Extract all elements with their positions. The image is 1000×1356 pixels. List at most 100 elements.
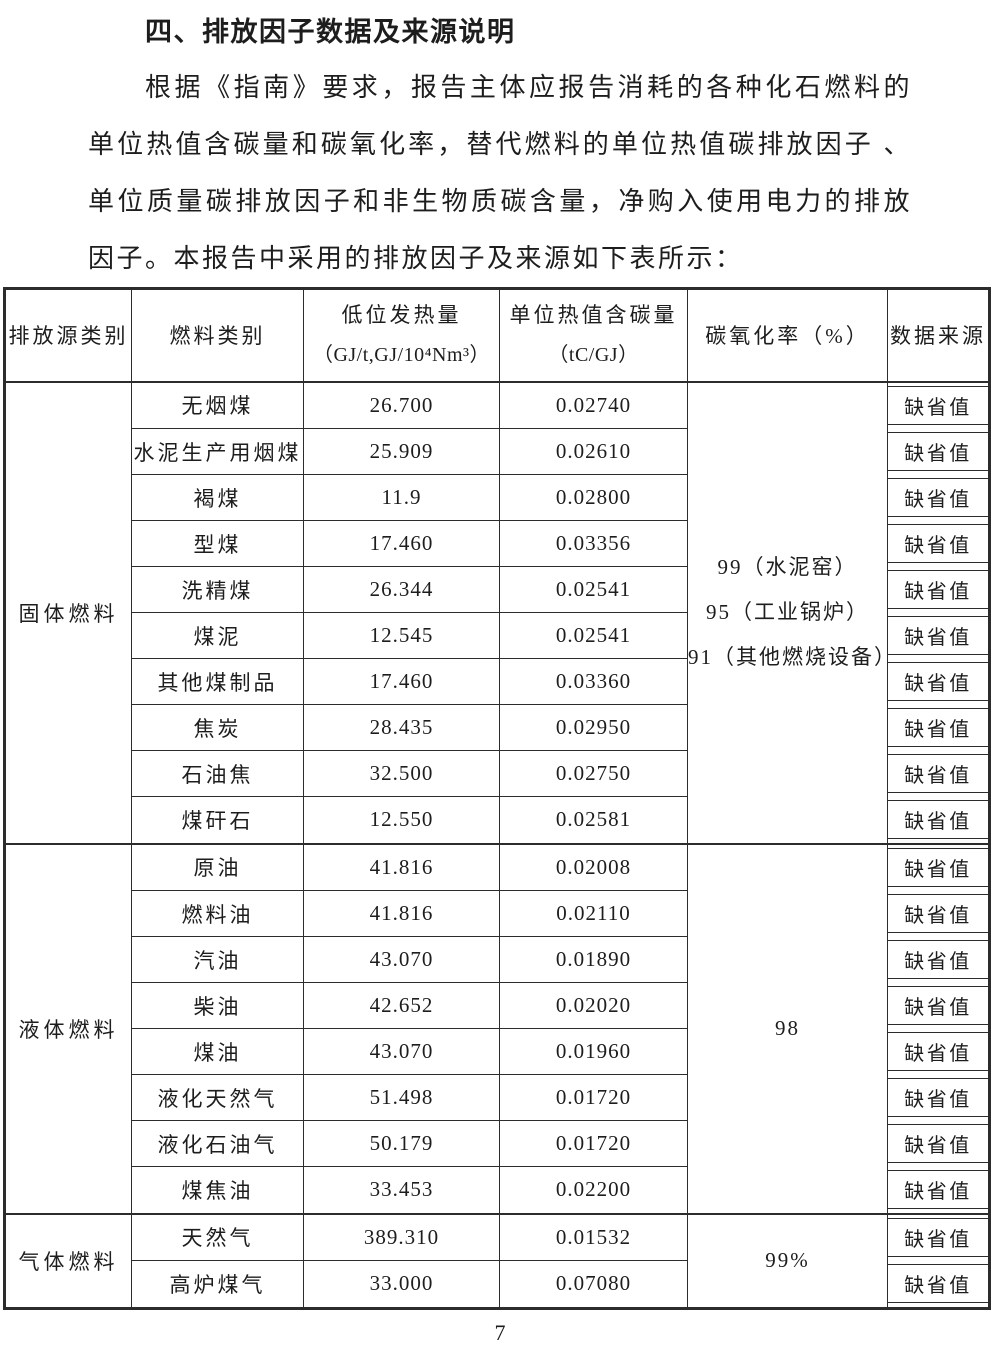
carbon-content-cell: 0.02020 [499,982,688,1029]
carbon-content-cell: 0.02541 [499,566,688,613]
fuel-cell: 柴油 [131,982,304,1029]
table-row: 煤油 43.070 0.01960 缺省值 [5,1028,990,1075]
data-source-cell: 缺省值 [887,381,990,429]
data-source-box: 缺省值 [888,478,988,517]
fuel-cell: 高炉煤气 [131,1260,304,1309]
fuel-cell: 其他煤制品 [131,658,304,705]
carbon-content-cell: 0.02541 [499,612,688,659]
heating-value-cell: 50.179 [303,1120,500,1167]
data-source-box: 缺省值 [888,940,988,979]
heating-value-cell: 25.909 [303,428,500,475]
table-header-row: 排放源类别 燃料类别 低位发热量 （GJ/t,GJ/10⁴Nm³） 单位热值含碳… [4,288,990,383]
data-source-cell: 缺省值 [887,982,990,1029]
carbon-content-cell: 0.02610 [499,428,688,475]
carbon-content-cell: 0.01890 [499,936,688,983]
fuel-cell: 煤矸石 [131,796,304,845]
header-heating-value: 低位发热量 （GJ/t,GJ/10⁴Nm³） [303,288,500,383]
carbon-content-cell: 0.02750 [499,750,688,797]
heating-value-cell: 51.498 [303,1074,500,1121]
table-row: 石油焦 32.500 0.02750 缺省值 [5,750,990,797]
data-source-cell: 缺省值 [887,1028,990,1075]
data-source-cell: 缺省值 [887,936,990,983]
fuel-cell: 原油 [131,843,304,891]
heating-value-cell: 33.453 [303,1166,500,1215]
page-title: 四、排放因子数据及来源说明 [145,17,516,47]
table-row: 煤泥 12.545 0.02541 缺省值 [5,612,990,659]
carbon-content-cell: 0.02950 [499,704,688,751]
data-source-box: 缺省值 [888,524,988,563]
fuel-cell: 汽油 [131,936,304,983]
heating-value-cell: 41.816 [303,890,500,937]
page-number: 7 [494,1319,506,1345]
fuel-cell: 燃料油 [131,890,304,937]
header-source-category: 排放源类别 [4,288,132,383]
paragraph-line: 根据《指南》要求，报告主体应报告消耗的各种化石燃料的 [145,73,912,102]
header-carbon-content-line2: （tC/GJ） [548,344,639,367]
data-source-cell: 缺省值 [887,1120,990,1167]
fuel-cell: 煤焦油 [131,1166,304,1215]
data-source-cell: 缺省值 [887,1213,990,1261]
fuel-cell: 水泥生产用烟煤 [131,428,304,475]
table-row: 柴油 42.652 0.02020 缺省值 [5,982,990,1029]
paragraph-line: 因子。本报告中采用的排放因子及来源如下表所示： [88,244,744,273]
heating-value-cell: 43.070 [303,936,500,983]
heating-value-cell: 41.816 [303,843,500,891]
data-source-box: 缺省值 [888,1264,988,1303]
data-source-box: 缺省值 [888,986,988,1025]
header-fuel-type: 燃料类别 [131,288,304,383]
intro-paragraph: 根据《指南》要求，报告主体应报告消耗的各种化石燃料的 单位热值含碳量和碳氧化率，… [88,59,912,287]
carbon-content-cell: 0.02581 [499,796,688,845]
oxidation-rate-cell: 99（水泥窑） 95（工业锅炉） 91（其他燃烧设备） [687,381,888,845]
table-row: 固体燃料 无烟煤 26.700 0.02740 99（水泥窑） 95（工业锅炉） 91（其他… [4,381,990,845]
table-row: 液化天然气 51.498 0.01720 缺省值 [5,1074,990,1121]
fuel-cell: 洗精煤 [131,566,304,613]
paragraph-line: 单位热值含碳量和碳氧化率，替代燃料的单位热值碳排放因子 、 [88,130,912,159]
table-row: 煤矸石 12.550 0.02581 缺省值 [5,796,990,845]
table-row: 液化石油气 50.179 0.01720 缺省值 [5,1120,990,1167]
heating-value-cell: 43.070 [303,1028,500,1075]
data-source-cell: 缺省值 [887,796,990,845]
table-row: 型煤 17.460 0.03356 缺省值 [5,520,990,567]
fuel-cell: 煤油 [131,1028,304,1075]
heating-value-cell: 26.700 [303,381,500,429]
carbon-content-cell: 0.02008 [499,843,688,891]
carbon-content-cell: 0.02200 [499,1166,688,1215]
carbon-content-cell: 0.02800 [499,474,688,521]
category-cell: 固体燃料 [4,381,132,845]
data-source-box: 缺省值 [888,708,988,747]
carbon-content-cell: 0.01720 [499,1074,688,1121]
fuel-cell: 无烟煤 [131,381,304,429]
table-row: 水泥生产用烟煤 25.909 0.02610 缺省值 [5,428,990,475]
fuel-cell: 天然气 [131,1213,304,1261]
data-source-box: 缺省值 [888,1124,988,1163]
data-source-cell: 缺省值 [887,474,990,521]
data-source-box: 缺省值 [888,754,988,793]
oxidation-rate-line: 99（水泥窑） [717,555,858,579]
carbon-content-cell: 0.01720 [499,1120,688,1167]
data-source-box: 缺省值 [888,848,988,887]
data-source-cell: 缺省值 [887,1166,990,1215]
oxidation-rate-line: 95（工业锅炉） [706,600,869,624]
fuel-cell: 石油焦 [131,750,304,797]
fuel-cell: 焦炭 [131,704,304,751]
heating-value-cell: 42.652 [303,982,500,1029]
data-source-box: 缺省值 [888,432,988,471]
carbon-content-cell: 0.03360 [499,658,688,705]
data-source-box: 缺省值 [888,1170,988,1209]
header-carbon-content: 单位热值含碳量 （tC/GJ） [499,288,688,383]
carbon-content-cell: 0.02740 [499,381,688,429]
carbon-content-cell: 0.02110 [499,890,688,937]
heating-value-cell: 11.9 [303,474,500,521]
heating-value-cell: 389.310 [303,1213,500,1261]
oxidation-rate-line: 91（其他燃烧设备） [688,645,888,669]
data-source-cell: 缺省值 [887,428,990,475]
heating-value-cell: 12.550 [303,796,500,845]
header-heating-value-line1: 低位发热量 [341,303,462,328]
data-source-cell: 缺省值 [887,1260,990,1309]
oxidation-rate-line: 98 [775,1016,800,1040]
carbon-content-cell: 0.01532 [499,1213,688,1261]
table-row: 洗精煤 26.344 0.02541 缺省值 [5,566,990,613]
fuel-cell: 型煤 [131,520,304,567]
heating-value-cell: 12.545 [303,612,500,659]
carbon-content-cell: 0.07080 [499,1260,688,1309]
